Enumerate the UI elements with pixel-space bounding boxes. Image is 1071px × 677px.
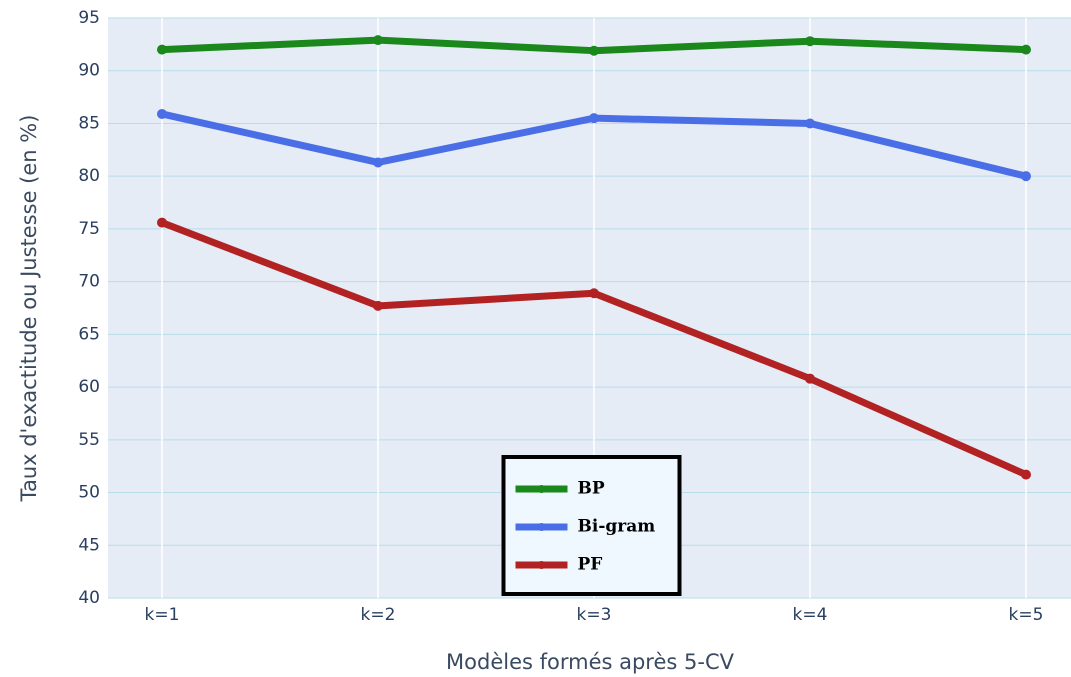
legend-label: PF xyxy=(578,555,603,575)
x-tick-label: k=1 xyxy=(145,605,180,625)
data-point xyxy=(589,113,599,124)
data-point xyxy=(157,108,167,119)
legend-marker xyxy=(537,523,546,531)
data-point xyxy=(373,300,383,311)
legend-marker xyxy=(537,561,546,569)
x-tick-label: k=2 xyxy=(361,605,396,625)
y-tick-label: 40 xyxy=(78,588,100,608)
y-tick-label: 85 xyxy=(78,113,100,133)
data-point xyxy=(805,36,815,47)
y-tick-label: 50 xyxy=(78,483,100,503)
y-tick-label: 55 xyxy=(78,430,100,450)
data-point xyxy=(373,157,383,168)
x-tick-label: k=4 xyxy=(793,605,828,625)
y-tick-label: 75 xyxy=(78,219,100,239)
y-tick-label: 70 xyxy=(78,272,100,292)
x-tick-label: k=5 xyxy=(1009,605,1044,625)
data-point xyxy=(589,288,599,299)
data-point xyxy=(589,45,599,56)
y-tick-label: 65 xyxy=(78,324,100,344)
data-point xyxy=(1021,171,1031,182)
legend-label: Bi-gram xyxy=(578,517,656,537)
legend: BP Bi-gram PF xyxy=(501,455,682,596)
data-point xyxy=(157,217,167,228)
y-tick-label: 95 xyxy=(78,8,100,28)
data-point xyxy=(805,118,815,129)
data-point xyxy=(805,373,815,384)
x-axis-title: Modèles formés après 5-CV xyxy=(446,650,735,674)
y-tick-label: 90 xyxy=(78,61,100,81)
data-point xyxy=(1021,469,1031,480)
legend-label: BP xyxy=(578,479,605,499)
y-tick-label: 60 xyxy=(78,377,100,397)
data-point xyxy=(157,44,167,55)
legend-marker xyxy=(537,485,546,493)
data-point xyxy=(373,35,383,46)
y-axis-title: Taux d'exactitude ou Justesse (en %) xyxy=(17,115,41,503)
x-tick-label: k=3 xyxy=(577,605,612,625)
y-tick-label: 45 xyxy=(78,535,100,555)
y-tick-label: 80 xyxy=(78,166,100,186)
data-point xyxy=(1021,44,1031,55)
